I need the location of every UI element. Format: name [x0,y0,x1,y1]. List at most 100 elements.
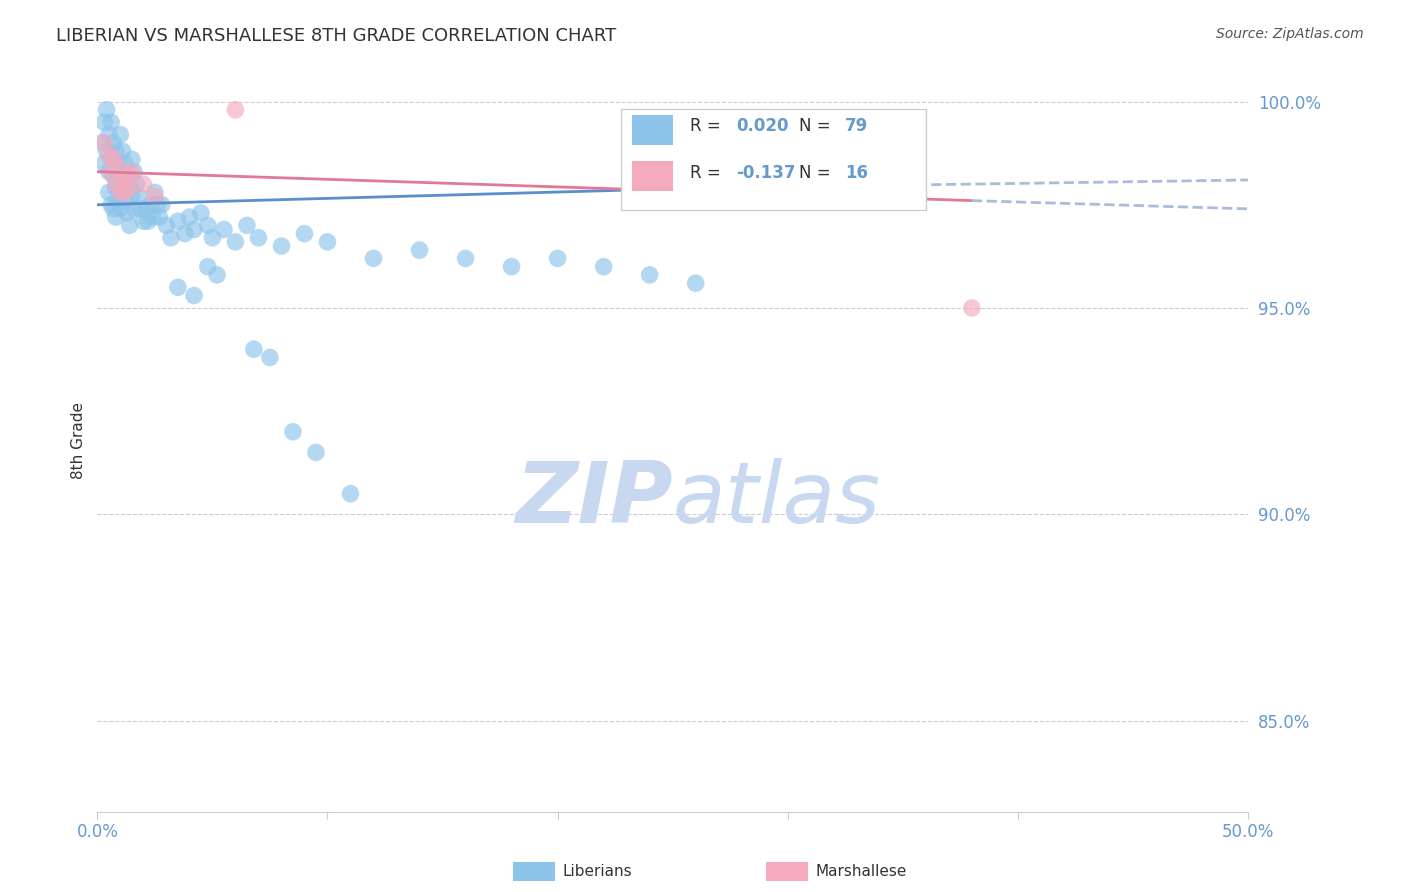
Point [305,445,328,459]
Point [104,177,127,191]
Point [117,169,139,183]
Point [132,214,155,228]
Text: -0.137: -0.137 [735,163,796,182]
Point [685,276,707,290]
Point [104,181,127,195]
Point [111,144,134,158]
Point [103,136,125,150]
Point [118,219,141,233]
Point [114,186,136,200]
Point [135,202,157,216]
Point [100,198,122,212]
Point [110,128,132,142]
Point [167,214,190,228]
Point [638,268,661,282]
Point [104,210,127,224]
Point [183,288,205,302]
Point [197,260,219,274]
Point [122,165,145,179]
FancyBboxPatch shape [633,161,672,191]
Point [118,181,141,195]
Point [93,156,115,170]
Point [117,169,139,183]
Point [139,198,162,212]
Point [142,210,165,224]
Point [339,486,361,500]
Point [93,136,115,150]
Point [179,210,201,224]
Text: 16: 16 [845,163,869,182]
Point [148,210,170,224]
Text: atlas: atlas [672,458,880,541]
Text: ZIP: ZIP [515,458,672,541]
Point [501,260,523,274]
Point [316,235,339,249]
Point [960,301,983,315]
Point [107,156,129,170]
Text: LIBERIAN VS MARSHALLESE 8TH GRADE CORRELATION CHART: LIBERIAN VS MARSHALLESE 8TH GRADE CORREL… [56,27,616,45]
Point [190,206,212,220]
Point [118,181,141,195]
Point [363,252,385,266]
Point [100,153,122,167]
Point [107,161,129,175]
Point [110,202,132,216]
Point [143,189,166,203]
Text: N =: N = [799,117,837,135]
Text: 79: 79 [845,117,869,135]
Text: Source: ZipAtlas.com: Source: ZipAtlas.com [1216,27,1364,41]
Point [104,144,127,158]
Point [97,148,120,162]
Point [100,165,122,179]
Point [111,181,134,195]
Point [155,219,177,233]
Point [110,186,132,200]
Point [97,128,120,142]
Point [125,177,148,191]
Point [247,231,270,245]
Point [93,115,115,129]
Text: Marshallese: Marshallese [815,864,907,879]
Point [132,177,155,191]
Point [96,144,118,158]
Point [97,165,120,179]
Text: N =: N = [799,163,837,182]
Point [136,214,159,228]
Point [259,351,281,365]
Point [243,342,266,356]
Point [114,156,136,170]
Point [128,189,150,203]
Point [146,198,169,212]
Point [150,198,173,212]
FancyBboxPatch shape [621,110,925,210]
Point [103,153,125,167]
Point [201,231,224,245]
Point [173,227,195,241]
Point [96,103,118,117]
Point [91,136,114,150]
Point [100,115,122,129]
Point [129,202,152,216]
Text: Liberians: Liberians [562,864,633,879]
Point [110,165,132,179]
Point [236,219,259,233]
Point [143,186,166,200]
Point [212,222,235,236]
Text: R =: R = [690,117,725,135]
Point [114,194,136,208]
Point [111,173,134,187]
Point [294,227,316,241]
Point [121,153,143,167]
Point [97,186,120,200]
Point [103,169,125,183]
Point [281,425,304,439]
Y-axis label: 8th Grade: 8th Grade [72,401,86,478]
Point [224,235,246,249]
Point [117,206,139,220]
Point [121,165,143,179]
Point [270,239,292,253]
Point [183,222,205,236]
Point [592,260,614,274]
Point [107,194,129,208]
Point [160,231,183,245]
